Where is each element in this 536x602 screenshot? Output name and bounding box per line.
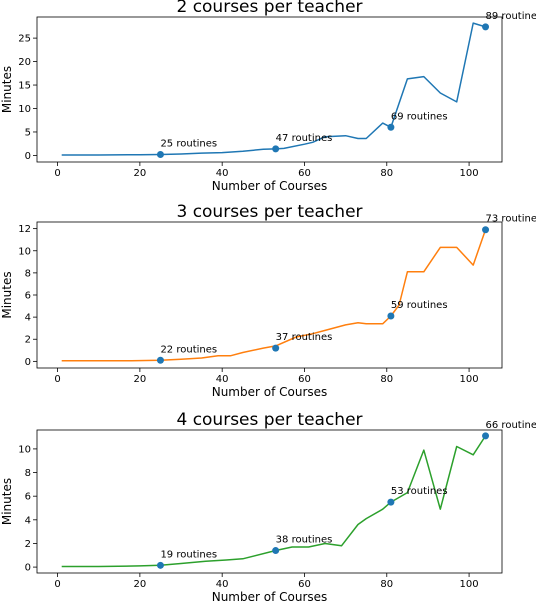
x-tick-label: 40 xyxy=(216,168,229,179)
point-annotation: 25 routines xyxy=(160,138,217,149)
x-tick-label: 80 xyxy=(380,374,393,385)
plot-frame xyxy=(36,16,503,163)
y-tick-label: 2 xyxy=(25,539,31,550)
y-tick-label: 12 xyxy=(18,224,31,235)
chart-title: 3 courses per teacher xyxy=(176,202,362,222)
x-tick-label: 40 xyxy=(216,579,229,590)
series-line xyxy=(61,22,486,156)
x-tick-label: 80 xyxy=(380,168,393,179)
plot-frame xyxy=(36,221,503,369)
y-axis-label: Minutes xyxy=(0,271,14,318)
x-tick-label: 100 xyxy=(460,579,479,590)
x-tick-label: 60 xyxy=(298,374,311,385)
y-tick-label: 10 xyxy=(18,444,31,455)
y-tick-label: 2 xyxy=(25,335,31,346)
y-tick-label: 5 xyxy=(25,127,31,138)
point-annotation: 37 routines xyxy=(276,332,333,343)
point-annotation: 73 routines xyxy=(486,214,536,225)
y-axis-label: Minutes xyxy=(0,66,14,113)
data-point xyxy=(272,344,280,352)
point-annotation: 38 routines xyxy=(276,535,333,546)
point-annotation: 59 routines xyxy=(391,300,448,311)
series-line xyxy=(61,435,487,568)
x-axis-label: Number of Courses xyxy=(212,385,328,399)
y-tick-label: 8 xyxy=(25,268,31,279)
x-tick-label: 0 xyxy=(54,168,60,179)
chart-title: 4 courses per teacher xyxy=(176,410,362,430)
point-annotation: 89 routines xyxy=(486,11,536,22)
point-annotation: 47 routines xyxy=(276,133,333,144)
x-tick-label: 40 xyxy=(216,374,229,385)
point-annotation: 22 routines xyxy=(160,344,217,355)
y-tick-label: 20 xyxy=(18,57,31,68)
chart-panel-2: 3 courses per teacher 0 20 40 60 80 100 0 2 4 6 8 10… xyxy=(0,202,536,399)
data-point xyxy=(482,226,490,234)
data-point xyxy=(272,145,280,153)
y-tick-label: 4 xyxy=(25,313,31,324)
data-point xyxy=(387,498,395,506)
y-tick-label: 0 xyxy=(25,357,31,368)
point-annotation: 19 routines xyxy=(160,549,217,560)
y-tick-label: 6 xyxy=(25,291,31,302)
data-point xyxy=(482,432,490,440)
data-point xyxy=(387,312,395,320)
y-tick-label: 10 xyxy=(18,246,31,257)
y-tick-label: 6 xyxy=(25,492,31,503)
chart-panel-1: 2 courses per teacher 0 20 40 60 80 100 0 5 10 15 2… xyxy=(0,0,536,193)
point-annotation: 66 routines xyxy=(486,420,536,431)
x-tick-label: 20 xyxy=(134,579,147,590)
x-tick-label: 80 xyxy=(380,579,393,590)
chart-title: 2 courses per teacher xyxy=(176,0,362,17)
y-tick-label: 15 xyxy=(18,81,31,92)
x-tick-label: 20 xyxy=(134,374,147,385)
x-axis-label: Number of Courses xyxy=(212,590,328,602)
x-axis-label: Number of Courses xyxy=(212,179,328,193)
data-point xyxy=(482,23,490,31)
chart-panel-3: 4 courses per teacher 0 20 40 60 80 100 0 2 4 6 8 10… xyxy=(0,410,536,602)
data-point xyxy=(272,547,280,555)
x-tick-label: 100 xyxy=(460,374,479,385)
x-tick-label: 100 xyxy=(460,168,479,179)
x-tick-label: 0 xyxy=(54,374,60,385)
data-point xyxy=(156,356,164,364)
x-tick-label: 60 xyxy=(298,579,311,590)
y-tick-label: 4 xyxy=(25,515,31,526)
y-tick-label: 8 xyxy=(25,468,31,479)
y-tick-label: 0 xyxy=(25,563,31,574)
y-tick-label: 0 xyxy=(25,151,31,162)
data-point xyxy=(156,561,164,569)
point-annotation: 69 routines xyxy=(391,111,448,122)
y-tick-label: 10 xyxy=(18,104,31,115)
plot-frame xyxy=(36,429,503,574)
series-line xyxy=(61,229,487,362)
point-annotation: 53 routines xyxy=(391,486,448,497)
y-axis-label: Minutes xyxy=(0,478,14,525)
data-point xyxy=(156,150,164,158)
x-tick-label: 20 xyxy=(134,168,147,179)
x-tick-label: 60 xyxy=(298,168,311,179)
y-tick-label: 25 xyxy=(18,34,31,45)
data-point xyxy=(387,123,395,131)
x-tick-label: 0 xyxy=(54,579,60,590)
